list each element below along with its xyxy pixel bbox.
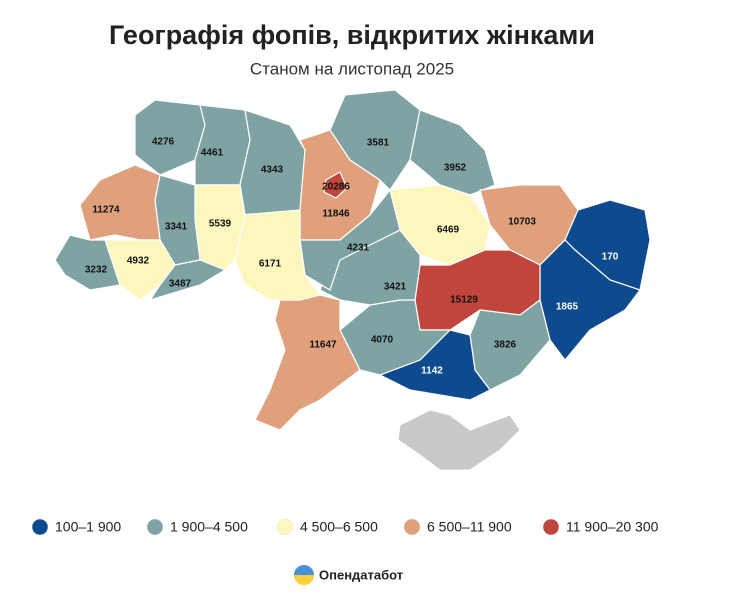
region (254, 294, 361, 431)
region-value: 11846 (322, 209, 350, 220)
subtitle: Станом на листопад 2025 (250, 59, 454, 78)
region (194, 104, 251, 186)
region-value: 20286 (322, 182, 350, 193)
legend-label: 1 900–4 500 (170, 519, 248, 535)
legend-swatch (542, 518, 560, 536)
region-value: 3952 (444, 163, 467, 174)
crimea (397, 409, 521, 471)
region-value: 1865 (556, 302, 579, 313)
region (409, 109, 496, 196)
region-value: 4932 (127, 256, 150, 267)
logo-icon-top (294, 565, 314, 575)
region-value: 170 (602, 252, 619, 263)
region-value: 6171 (259, 259, 282, 270)
region (299, 188, 401, 291)
region-value: 3487 (169, 279, 192, 290)
legend-swatch (276, 518, 294, 536)
region (323, 171, 348, 199)
logo-text: Опендатабот (319, 567, 403, 582)
region-value: 4276 (152, 137, 175, 148)
region-value: 5539 (209, 219, 232, 230)
region-value: 15129 (450, 295, 478, 306)
region-value: 3826 (494, 340, 517, 351)
region-value: 11647 (309, 340, 337, 351)
region-value: 11274 (92, 205, 120, 216)
region-value: 4070 (371, 335, 394, 346)
region-value: 3581 (367, 138, 390, 149)
legend-swatch (146, 518, 164, 536)
region (54, 234, 121, 291)
region-value: 4343 (261, 165, 284, 176)
region-value: 4461 (201, 148, 224, 159)
title: Географія фопів, відкритих жінками (109, 20, 595, 50)
region-value: 10703 (508, 217, 536, 228)
legend-label: 100–1 900 (55, 519, 121, 535)
legend-label: 11 900–20 300 (566, 519, 659, 535)
region-value: 6469 (437, 225, 460, 236)
region-value: 3341 (165, 222, 188, 233)
region-value: 3421 (384, 282, 407, 293)
legend-label: 6 500–11 900 (427, 519, 512, 535)
region (79, 164, 161, 241)
region-value: 3232 (85, 265, 108, 276)
legend-swatch (403, 518, 421, 536)
region (239, 109, 306, 216)
region-value: 1142 (421, 366, 443, 377)
region (148, 259, 227, 302)
legend-swatch (31, 518, 49, 536)
legend-label: 4 500–6 500 (300, 519, 378, 535)
region-value: 4231 (347, 243, 370, 254)
